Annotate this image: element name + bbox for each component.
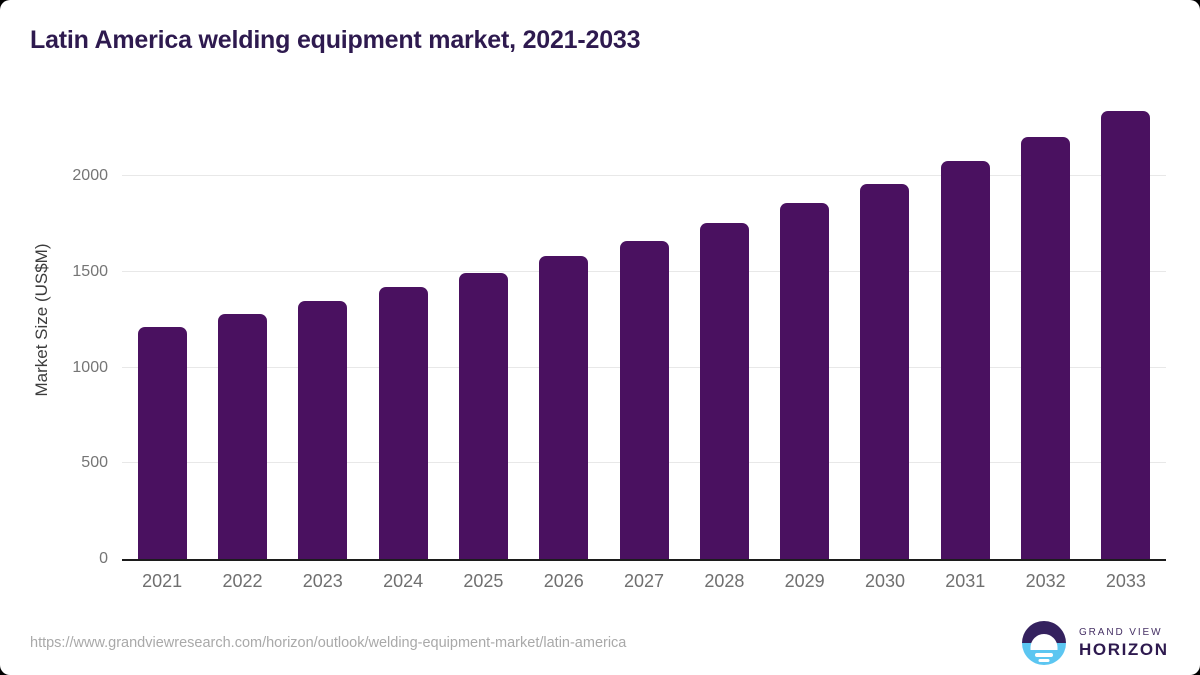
- bar-column: [684, 96, 764, 559]
- horizon-sun-icon: [1022, 621, 1066, 665]
- bar-2028: [699, 223, 749, 559]
- bar-2021: [137, 327, 187, 559]
- x-tick-label: 2032: [1025, 571, 1066, 591]
- bar-2025: [458, 273, 508, 559]
- chart-title: Latin America welding equipment market, …: [30, 26, 641, 54]
- bar-column: [202, 96, 282, 559]
- logo-sun-dome: [1030, 634, 1058, 650]
- y-tick-label: 0: [99, 550, 108, 567]
- bar-2024: [378, 287, 428, 559]
- logo-text: GRAND VIEW HORIZON: [1079, 627, 1169, 660]
- bar-column: [765, 96, 845, 559]
- bar-column: [524, 96, 604, 559]
- bar-2022: [217, 314, 267, 559]
- grandview-horizon-logo: GRAND VIEW HORIZON: [1022, 621, 1169, 665]
- bar-2026: [539, 256, 589, 559]
- x-tick-label: 2029: [784, 571, 825, 591]
- bar-series: [122, 96, 1166, 559]
- bar-2030: [860, 184, 910, 559]
- gridline: [122, 175, 1166, 176]
- bar-column: [1005, 96, 1085, 559]
- x-tick-label: 2031: [945, 571, 986, 591]
- logo-reflection-bar: [1038, 658, 1050, 662]
- bar-column: [925, 96, 1005, 559]
- bar-column: [283, 96, 363, 559]
- x-tick-label: 2028: [704, 571, 745, 591]
- bar-column: [604, 96, 684, 559]
- bar-2032: [1021, 137, 1071, 559]
- x-tick-label: 2030: [864, 571, 905, 591]
- x-tick-label: 2022: [222, 571, 263, 591]
- logo-brand-top: GRAND VIEW: [1079, 626, 1163, 638]
- logo-brand-bottom: HORIZON: [1079, 639, 1169, 659]
- bar-2031: [940, 161, 990, 559]
- bar-2029: [780, 203, 830, 559]
- source-url: https://www.grandviewresearch.com/horizo…: [30, 635, 627, 651]
- bar-column: [363, 96, 443, 559]
- y-tick-label: 1000: [72, 358, 108, 376]
- y-tick-label: 1500: [72, 262, 108, 280]
- x-tick-label: 2027: [624, 571, 665, 591]
- bar-2023: [298, 301, 348, 559]
- bar-column: [443, 96, 523, 559]
- logo-reflection-bar: [1035, 653, 1053, 657]
- bar-2033: [1101, 111, 1151, 559]
- bar-2027: [619, 241, 669, 559]
- x-tick-label: 2026: [543, 571, 584, 591]
- x-tick-label: 2033: [1105, 571, 1146, 591]
- x-tick-label: 2025: [463, 571, 504, 591]
- bar-column: [845, 96, 925, 559]
- bar-column: [1086, 96, 1166, 559]
- x-tick-label: 2021: [142, 571, 183, 591]
- y-tick-label: 500: [81, 454, 108, 472]
- y-tick-label: 2000: [72, 167, 108, 184]
- x-tick-label: 2024: [383, 571, 424, 591]
- plot-area: [122, 96, 1166, 561]
- x-axis-tick-labels: 2021 2022 2023 2024 2025 2026 2027 2028 2029 2030…: [122, 571, 1166, 592]
- bar-column: [122, 96, 202, 559]
- x-tick-label: 2023: [302, 571, 343, 591]
